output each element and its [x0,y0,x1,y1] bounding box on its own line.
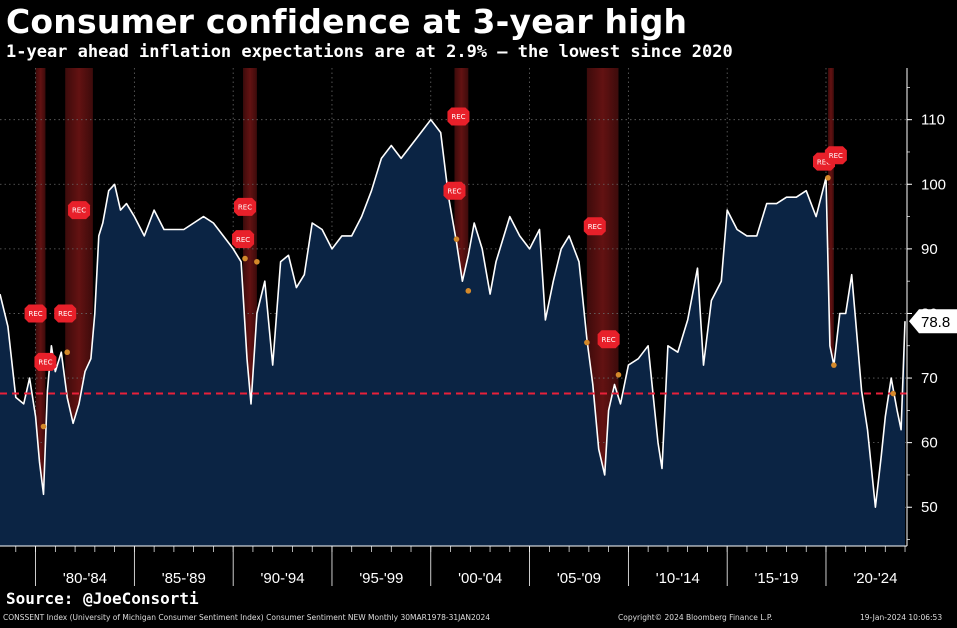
last-value-text: 78.8 [921,314,950,331]
rec-marker-shape [34,352,57,371]
x-tick-label: '10-'14 [656,570,700,587]
y-tick-label: 90 [921,241,938,258]
x-tick-label: '20-'24 [853,570,897,587]
rec-marker: REC [232,230,255,249]
rec-marker: REC [234,197,257,216]
rec-marker-shape [232,230,255,249]
rec-marker-label: REC [588,223,602,231]
event-dot [465,288,472,294]
footer-index-description: CONSSENT Index (University of Michigan C… [3,613,491,622]
event-dot [584,339,590,346]
event-dot [254,258,260,265]
rec-marker: REC [447,107,470,126]
source-label: Source: @JoeConsorti [6,589,199,608]
rec-marker-label: REC [817,158,831,166]
rec-marker: REC [824,146,847,165]
event-dot [825,175,831,181]
rec-marker-shape [824,146,847,165]
rec-marker-label: REC [238,203,252,211]
footer-timestamp: 19-Jan-2024 10:06:53 [860,613,943,622]
rec-marker: REC [68,201,91,220]
event-dot [242,255,248,262]
rec-marker-shape [54,304,77,323]
rec-marker: REC [443,181,466,200]
rec-marker: REC [34,352,57,371]
x-tick-label: '95-'99 [359,570,403,587]
event-dot [453,236,460,242]
rec-marker-shape [68,201,91,220]
rec-marker-label: REC [58,310,72,318]
x-tick-label: '80-'84 [63,570,107,587]
x-tick-label: '00-'04 [458,570,502,587]
rec-marker-label: REC [602,336,616,344]
rec-marker-shape [24,304,47,323]
x-tick-label: '90-'94 [261,570,305,587]
event-dot [40,423,47,430]
y-tick-label: 50 [921,499,938,516]
rec-marker-label: REC [28,310,42,318]
x-tick-label: '85-'89 [162,570,206,587]
chart-subtitle: 1-year ahead inflation expectations are … [6,42,733,62]
rec-marker-label: REC [829,152,843,160]
y-tick-label: 100 [921,176,946,193]
event-dot [890,390,896,397]
rec-marker-shape [447,107,470,126]
last-value-label: 78.8 [909,309,957,334]
rec-marker: REC [24,304,47,323]
recession-band [827,68,834,546]
rec-marker: REC [583,217,606,236]
rec-marker-label: REC [72,207,86,215]
footer-copyright: Copyright© 2024 Bloomberg Finance L.P. [618,613,773,622]
last-value-box [909,309,957,334]
x-tick-label: '05-'09 [557,570,601,587]
sentiment-area [0,119,906,546]
y-tick-label: 70 [921,370,938,387]
rec-marker: REC [54,304,77,323]
y-tick-label: 60 [921,435,938,452]
rec-marker-label: REC [236,236,250,244]
rec-marker-label: REC [38,359,52,367]
rec-marker-shape [234,197,257,216]
rec-marker-shape [443,181,466,200]
event-dot [64,349,70,356]
y-tick-label: 110 [921,112,945,129]
sentiment-line [0,118,906,508]
chart-title: Consumer confidence at 3-year high [6,2,688,41]
event-dot [615,372,622,378]
rec-marker: REC [597,330,620,349]
event-dot [831,362,837,368]
rec-marker-shape [583,217,606,236]
rec-marker-label: REC [451,113,465,121]
rec-marker-shape [597,330,620,349]
rec-marker-label: REC [447,187,461,195]
x-tick-label: '15-'19 [755,570,799,587]
